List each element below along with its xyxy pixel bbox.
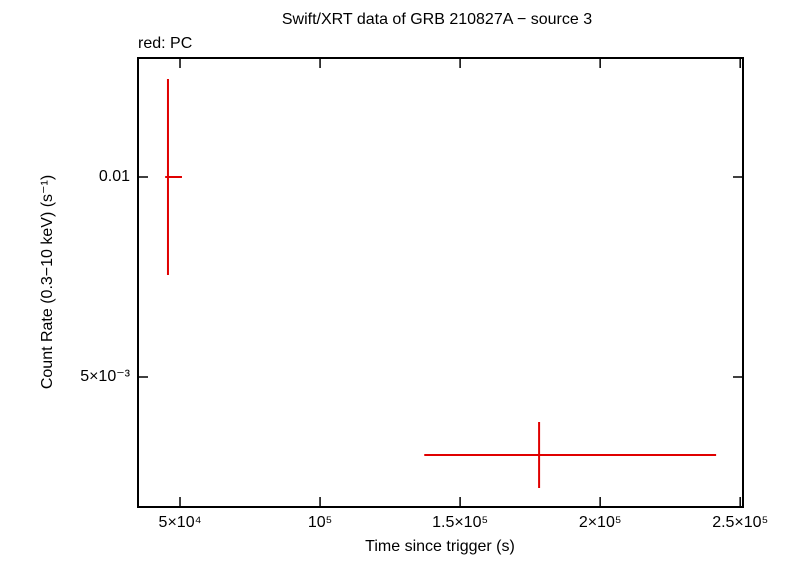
chart-title: Swift/XRT data of GRB 210827A − source 3 bbox=[282, 11, 592, 28]
subtitle: red: PC bbox=[138, 35, 192, 52]
x-tick-label: 10⁵ bbox=[308, 514, 332, 531]
x-tick-label: 1.5×10⁵ bbox=[432, 514, 488, 531]
plot-frame bbox=[137, 57, 744, 508]
y-tick-label: 0.01 bbox=[99, 168, 130, 185]
y-axis-label: Count Rate (0.3−10 keV) (s⁻¹) bbox=[39, 175, 56, 389]
x-tick-label: 5×10⁴ bbox=[159, 514, 202, 531]
x-tick-label: 2.5×10⁵ bbox=[712, 514, 768, 531]
y-tick-label: 5×10⁻³ bbox=[80, 368, 130, 385]
x-axis-label: Time since trigger (s) bbox=[365, 538, 515, 555]
x-tick-label: 2×10⁵ bbox=[579, 514, 622, 531]
